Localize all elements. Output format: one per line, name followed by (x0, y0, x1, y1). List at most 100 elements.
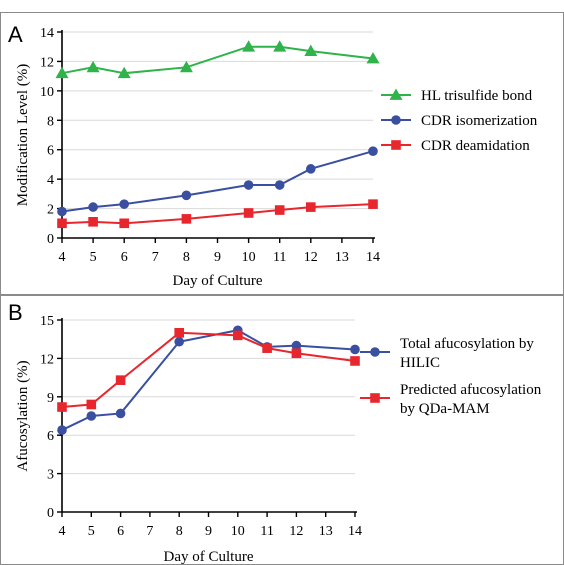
x-tick-label-b-13: 13 (319, 524, 333, 539)
x-tick-label-a-13: 13 (335, 250, 349, 265)
panel-b-chart: B 0 3 6 9 12 15 4 5 6 7 8 9 10 11 12 13 14 Day of Culture A… (8, 300, 542, 565)
x-tick-label-b-11: 11 (260, 524, 273, 539)
data-point-a-s1-8 (181, 190, 192, 201)
y-tick-label-b-12: 12 (40, 352, 54, 367)
data-point-b-s0-5 (86, 411, 97, 421)
series-line-a-s1 (61, 150, 374, 213)
x-tick-label-a-8: 8 (183, 250, 190, 265)
y-axis-label-a: Modification Level (%) (15, 64, 31, 206)
legend-label-a-s1: CDR isomerization (421, 113, 538, 129)
x-tick-label-b-4: 4 (59, 524, 66, 539)
y-tick-label-b-6: 6 (47, 429, 54, 444)
y-tick-label-b-15: 15 (40, 314, 54, 329)
legend-label-a-s2: CDR deamidation (421, 138, 530, 154)
data-point-a-s2-4 (57, 218, 67, 229)
data-point-b-s1-8 (174, 328, 184, 338)
y-tick-label-a-10: 10 (40, 85, 54, 100)
series-line-a-s2 (61, 203, 374, 225)
x-tick-label-a-10: 10 (242, 250, 256, 265)
data-point-a-s2-10 (243, 208, 254, 218)
legend-marker-a-s2 (391, 140, 401, 150)
legend-label-b-s0-line1: HILIC (400, 355, 440, 371)
x-tick-label-a-5: 5 (90, 250, 97, 265)
data-point-a-s0-11 (273, 40, 287, 52)
data-point-b-s0-8 (174, 336, 184, 347)
x-tick-label-a-11: 11 (273, 250, 286, 265)
data-point-a-s2-8 (181, 214, 192, 224)
x-axis-label-a: Day of Culture (173, 273, 263, 289)
data-point-a-s1-4 (57, 206, 67, 217)
data-point-a-s2-11 (274, 205, 285, 215)
legend-label-b-s1-line1: by QDa-MAM (400, 401, 490, 417)
data-point-a-s0-5 (86, 60, 100, 73)
legend-label-b-s1-line0: Predicted afucosylation (400, 382, 542, 398)
data-point-b-s0-4 (57, 425, 67, 435)
y-tick-label-a-12: 12 (40, 55, 54, 70)
data-point-a-s1-10 (243, 180, 254, 190)
x-tick-label-a-6: 6 (121, 250, 128, 265)
data-point-b-s1-14 (350, 356, 360, 366)
data-point-a-s0-14 (366, 51, 380, 64)
data-point-a-s2-5 (88, 217, 98, 227)
y-tick-label-b-0: 0 (47, 506, 54, 521)
data-point-a-s0-6 (117, 66, 131, 79)
y-tick-label-a-2: 2 (47, 203, 54, 218)
legend-marker-a-s1 (391, 115, 401, 125)
data-point-b-s1-6 (115, 375, 126, 385)
data-point-b-s1-5 (86, 399, 97, 410)
legend-label-b-s0-line0: Total afucosylation by (400, 336, 534, 352)
x-tick-label-a-9: 9 (214, 250, 221, 265)
series-line-b-s1 (61, 331, 356, 409)
x-tick-label-b-14: 14 (348, 524, 362, 539)
y-tick-label-a-4: 4 (47, 173, 54, 188)
x-tick-label-a-7: 7 (152, 250, 159, 265)
data-point-a-s1-11 (274, 180, 285, 190)
data-point-b-s1-4 (57, 402, 67, 412)
x-tick-label-a-12: 12 (304, 250, 318, 265)
legend-marker-b-s1 (370, 393, 380, 403)
data-point-a-s2-12 (306, 202, 316, 212)
x-tick-label-b-12: 12 (289, 524, 303, 539)
legend-label-a-s0: HL trisulfide bond (421, 88, 533, 104)
data-point-a-s2-14 (368, 199, 378, 209)
data-point-b-s0-6 (115, 408, 126, 419)
data-point-a-s0-12 (304, 44, 318, 57)
y-axis-label-b: Afucosylation (%) (15, 360, 31, 471)
x-tick-label-b-6: 6 (117, 524, 124, 539)
data-point-a-s1-12 (306, 164, 316, 174)
legend-marker-b-s0 (370, 347, 380, 357)
data-point-a-s1-14 (368, 146, 378, 156)
x-tick-label-b-8: 8 (176, 524, 183, 539)
legend-marker-a-s0 (389, 88, 403, 100)
y-tick-label-b-9: 9 (47, 391, 54, 406)
x-tick-label-a-14: 14 (366, 250, 380, 265)
data-point-a-s1-6 (119, 199, 129, 209)
y-tick-label-a-8: 8 (47, 114, 54, 129)
data-point-a-s0-10 (242, 40, 256, 52)
y-tick-label-a-14: 14 (40, 26, 54, 41)
panel-a-chart: A 0 2 4 6 8 10 12 14 4 5 6 7 8 9 10 11 12 13 14 Day of Cultu… (8, 22, 538, 289)
data-point-b-s0-12 (291, 340, 302, 351)
y-tick-label-b-3: 3 (47, 468, 54, 483)
data-point-a-s1-5 (88, 202, 98, 212)
x-tick-label-b-10: 10 (231, 524, 245, 539)
panel-a-letter: A (8, 22, 23, 47)
x-tick-label-b-7: 7 (146, 524, 153, 539)
x-tick-label-a-4: 4 (59, 250, 66, 265)
x-axis-label-b: Day of Culture (164, 549, 254, 565)
x-tick-label-b-5: 5 (88, 524, 95, 539)
data-point-a-s2-6 (119, 218, 129, 229)
series-line-b-s0 (61, 329, 356, 431)
data-point-a-s0-8 (179, 60, 193, 73)
data-point-a-s0-4 (55, 66, 69, 79)
data-point-b-s1-12 (291, 348, 302, 359)
series-line-a-s0 (61, 45, 374, 75)
data-point-b-s1-11 (262, 343, 272, 353)
data-point-b-s1-10 (233, 330, 243, 341)
y-tick-label-a-6: 6 (47, 144, 54, 159)
x-tick-label-b-9: 9 (205, 524, 212, 539)
data-point-b-s0-14 (350, 344, 360, 355)
y-tick-label-a-0: 0 (47, 232, 54, 247)
panel-b-letter: B (8, 300, 23, 325)
